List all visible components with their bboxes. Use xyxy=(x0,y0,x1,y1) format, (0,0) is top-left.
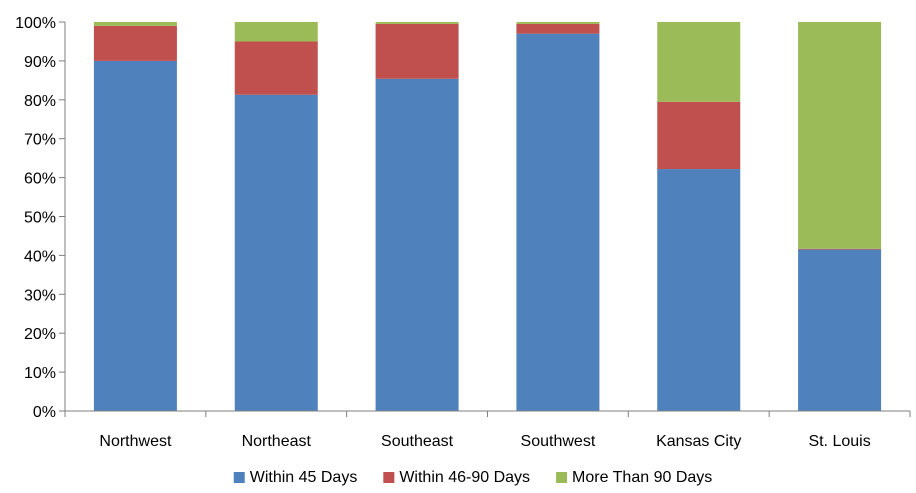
bar-kansas-city-within-45-days xyxy=(657,169,741,411)
bar-northeast-within-45-days xyxy=(234,94,318,412)
y-tick-label: 40% xyxy=(24,248,56,265)
y-tick-label: 0% xyxy=(33,404,56,421)
y-tick-label: 80% xyxy=(24,93,56,110)
bar-northeast-more-than-90-days xyxy=(234,22,318,42)
legend-swatch xyxy=(383,472,395,483)
x-tick-label: Northeast xyxy=(242,433,312,450)
y-tick-label: 50% xyxy=(24,210,56,227)
x-tick-label: Kansas City xyxy=(656,433,741,450)
bar-kansas-city-more-than-90-days xyxy=(657,22,741,102)
x-tick-label: St. Louis xyxy=(808,433,870,450)
bar-southeast-within-46-90-days xyxy=(375,23,459,79)
bar-southeast-more-than-90-days xyxy=(375,22,459,24)
y-tick-label: 20% xyxy=(24,326,56,343)
x-tick-label: Southwest xyxy=(521,433,596,450)
y-tick-label: 100% xyxy=(15,15,56,32)
legend-item-within-46-90-days: Within 46-90 Days xyxy=(383,469,530,486)
x-axis: Northwest Northeast Southeast Southwest Kans… xyxy=(64,410,911,450)
bar-northeast-within-46-90-days xyxy=(234,41,318,95)
bar-st-louis-within-45-days xyxy=(798,249,882,411)
y-tick-label: 70% xyxy=(24,132,56,149)
bar-northwest-within-45-days xyxy=(93,60,177,412)
legend: Within 45 Days Within 46-90 Days More Than… xyxy=(233,469,712,486)
legend-swatch xyxy=(556,472,568,483)
legend-label: Within 46-90 Days xyxy=(399,469,530,486)
y-tick-label: 60% xyxy=(24,171,56,188)
x-tick-label: Northwest xyxy=(99,433,172,450)
legend-item-within-45-days: Within 45 Days xyxy=(233,469,358,486)
bar-southwest-more-than-90-days xyxy=(516,22,600,24)
legend-swatch xyxy=(233,472,245,483)
bar-southeast-within-45-days xyxy=(375,78,459,411)
y-axis: 0% 10% 20% 30% 40% 50% 60% 70% 80% 90% 100% xyxy=(15,15,66,421)
bar-southwest-within-45-days xyxy=(516,33,600,412)
y-tick-label: 30% xyxy=(24,287,56,304)
legend-item-more-than-90-days: More Than 90 Days xyxy=(556,469,712,486)
bar-southwest-within-46-90-days xyxy=(516,23,600,34)
bar-st-louis-more-than-90-days xyxy=(798,22,882,249)
bars xyxy=(93,22,882,412)
x-tick-label: Southeast xyxy=(381,433,454,450)
legend-label: Within 45 Days xyxy=(250,469,358,486)
legend-label: More Than 90 Days xyxy=(572,469,712,486)
y-tick-label: 10% xyxy=(24,365,56,382)
y-tick-label: 90% xyxy=(24,54,56,71)
bar-st-louis-within-46-90-days xyxy=(798,248,882,250)
bar-northwest-within-46-90-days xyxy=(93,25,177,61)
bar-northwest-more-than-90-days xyxy=(93,22,177,26)
bar-kansas-city-within-46-90-days xyxy=(657,101,741,170)
